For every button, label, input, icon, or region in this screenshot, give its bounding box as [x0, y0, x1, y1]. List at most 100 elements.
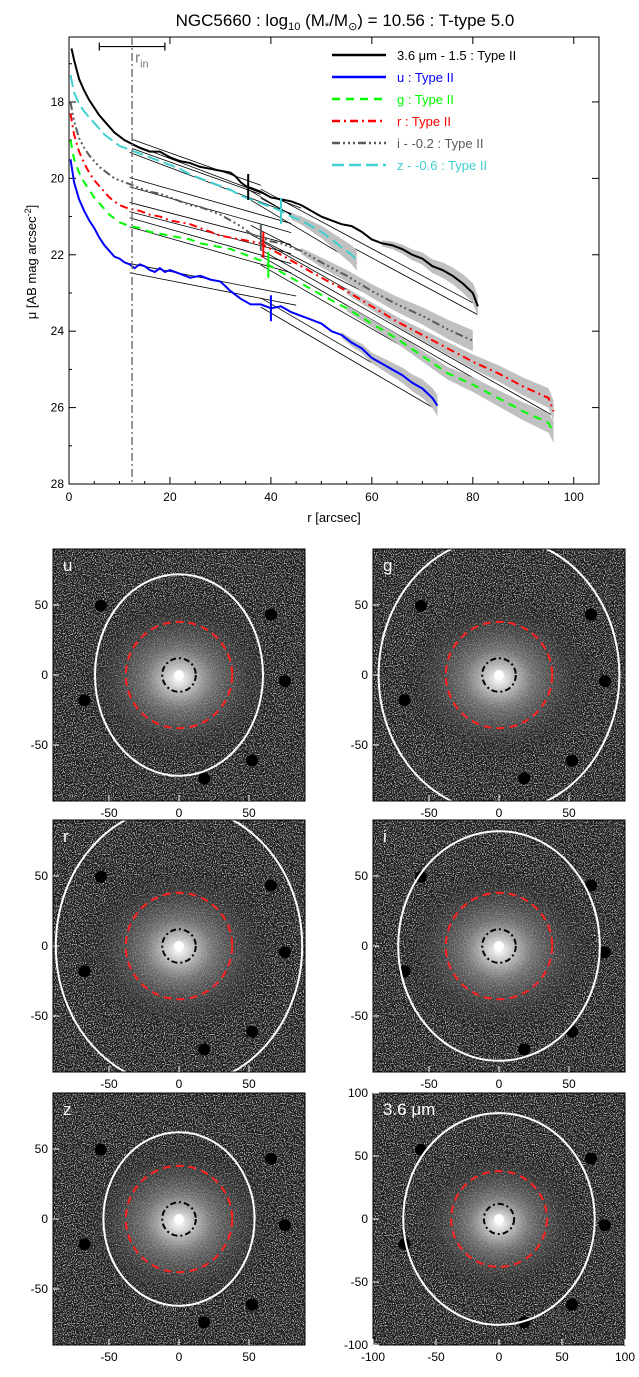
- plot-frame: [68, 36, 600, 485]
- masked-source: [584, 879, 597, 892]
- chart-title: NGC5660 : log10 (M*/M⊙) = 10.56 : T-type…: [176, 11, 515, 33]
- masked-source: [584, 608, 597, 621]
- masked-source: [566, 1298, 579, 1311]
- masked-source: [198, 1043, 211, 1056]
- break-ellipse: [124, 891, 234, 1001]
- inner-ellipse: [481, 657, 517, 693]
- masked-source: [598, 1219, 611, 1232]
- panel-label: u: [63, 556, 72, 575]
- profile-line: [69, 75, 358, 262]
- panel-y-tick-label: 50: [355, 869, 369, 883]
- y-tick-label: 18: [51, 95, 65, 109]
- profile-line: [70, 48, 479, 307]
- masked-source: [246, 754, 259, 767]
- panel-y-tick-label: -50: [351, 738, 369, 752]
- y-tick-label: 24: [51, 324, 65, 338]
- inner-disk-fit: [129, 202, 292, 245]
- x-tick-label: 100: [564, 490, 584, 504]
- masked-source: [94, 870, 107, 883]
- masked-source: [246, 1025, 259, 1038]
- masked-source: [414, 599, 427, 612]
- profile-line: [69, 101, 474, 342]
- panel-label: z: [63, 1100, 72, 1119]
- legend-label: u : Type II: [397, 70, 454, 85]
- legend-label: r : Type II: [397, 114, 451, 129]
- masked-source: [278, 946, 291, 959]
- legend-label: 3.6 μm - 1.5 : Type II: [397, 48, 516, 63]
- legend-label: g : Type II: [397, 92, 454, 107]
- panel-label: g: [383, 556, 392, 575]
- masked-source: [598, 675, 611, 688]
- panel-x-tick-label: 50: [242, 806, 256, 820]
- legend: 3.6 μm - 1.5 : Type II u : Type II g : Typ…: [332, 48, 516, 173]
- outer-ellipse: [102, 1131, 256, 1307]
- panel-x-tick-label: 50: [555, 1350, 569, 1364]
- inner-disk-fit: [129, 177, 292, 224]
- y-axis-label: μ [AB mag arcsec-2]: [23, 205, 39, 320]
- x-tick-label: 20: [163, 490, 177, 504]
- legend-label: z - -0.6 : Type II: [397, 158, 487, 173]
- r-in-label: rin: [135, 50, 149, 71]
- panel-y-tick-label: 50: [35, 1142, 49, 1156]
- panel-x-tick-label: 0: [496, 806, 503, 820]
- x-axis-label: r [arcsec]: [307, 510, 360, 525]
- panel-x-tick-label: -50: [100, 1350, 118, 1364]
- panel-x-tick-label: 50: [562, 806, 576, 820]
- image-panel: g -50 -50 0 0 50 50: [351, 548, 626, 820]
- break-ellipse: [450, 1170, 548, 1268]
- profile-line: [69, 159, 439, 407]
- panel-x-tick-label: 50: [562, 1077, 576, 1091]
- panel-y-tick-label: 50: [355, 598, 369, 612]
- masked-source: [94, 1143, 107, 1156]
- masked-source: [264, 1152, 277, 1165]
- panel-y-tick-label: -100: [344, 1338, 368, 1352]
- masked-source: [264, 879, 277, 892]
- galaxy-core: [494, 941, 504, 951]
- r-in-annotation: rin: [98, 37, 166, 484]
- masked-source: [78, 965, 91, 978]
- panel-x-tick-label: 0: [176, 806, 183, 820]
- x-tick-label: 0: [66, 490, 73, 504]
- panel-y-tick-label: 0: [361, 1212, 368, 1226]
- panel-y-tick-label: 0: [41, 939, 48, 953]
- panel-x-tick-label: -50: [420, 1077, 438, 1091]
- y-tick-label: 28: [51, 477, 65, 491]
- panel-x-tick-label: -50: [427, 1350, 445, 1364]
- masked-source: [566, 754, 579, 767]
- y-tick-label: 26: [51, 401, 65, 415]
- inner-ellipse: [481, 928, 517, 964]
- break-ellipse: [444, 620, 554, 730]
- panel-label: i: [383, 827, 387, 846]
- image-panel: 3.6 μm -100-100 -50 -50 0 0 50 50 100 100: [344, 1086, 635, 1364]
- uncertainty-band: [381, 240, 478, 318]
- panel-x-tick-label: 0: [496, 1350, 503, 1364]
- profile-chart: 0 20 40 60 80 100 18 20 22 24 26 28 rin 3.6 μm - 1.…: [23, 36, 600, 525]
- inner-ellipse: [161, 657, 197, 693]
- outer-disk-fit: [260, 306, 438, 411]
- y-tick-label: 20: [51, 171, 65, 185]
- uncertainty-band: [346, 288, 554, 423]
- image-panel: z -50 -50 0 0 50 50: [31, 1092, 306, 1364]
- masked-source: [78, 694, 91, 707]
- panel-y-tick-label: 50: [35, 869, 49, 883]
- panel-x-tick-label: -50: [100, 1077, 118, 1091]
- inner-disk-fit: [131, 139, 261, 186]
- panel-y-tick-label: 0: [41, 1212, 48, 1226]
- masked-source: [278, 1219, 291, 1232]
- masked-source: [398, 694, 411, 707]
- panel-y-tick-label: 100: [348, 1086, 368, 1100]
- outer-disk-fit: [260, 188, 479, 306]
- masked-source: [518, 1043, 531, 1056]
- profile-line: [69, 139, 555, 433]
- image-panels: u-50-50005050g-50-50005050r-50-50005050i…: [31, 548, 635, 1364]
- galaxy-core: [174, 1214, 184, 1224]
- panel-x-tick-label: 0: [176, 1350, 183, 1364]
- masked-source: [94, 599, 107, 612]
- outer-ellipse: [397, 830, 601, 1062]
- break-ellipse: [124, 1164, 234, 1274]
- inner-disk-fit: [129, 226, 292, 274]
- masked-source: [566, 1025, 579, 1038]
- panel-y-tick-label: 0: [361, 668, 368, 682]
- panel-x-tick-label: 50: [242, 1077, 256, 1091]
- x-tick-label: 40: [264, 490, 278, 504]
